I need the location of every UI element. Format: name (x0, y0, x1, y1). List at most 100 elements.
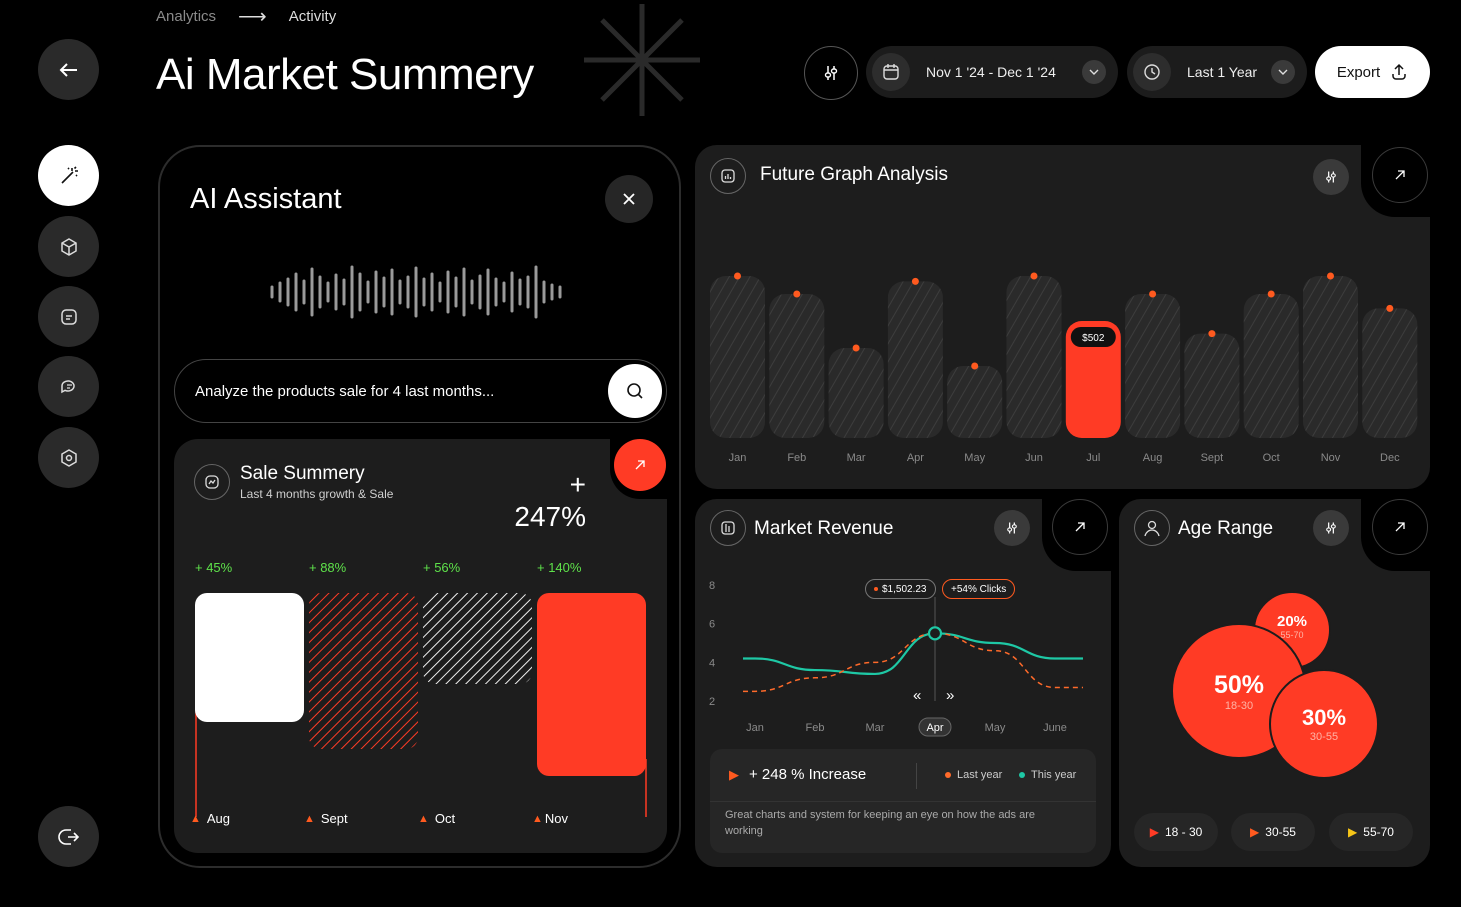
breadcrumb-parent[interactable]: Analytics (156, 8, 217, 25)
future-bar-label: Jun (1025, 452, 1043, 464)
legend-last-year: Last year (945, 769, 1002, 781)
arrow-up-right-icon (1395, 522, 1405, 532)
layout-icon (721, 521, 735, 535)
revenue-summary: ▶ + 248 % Increase Last year This year G… (710, 749, 1096, 853)
future-bar (769, 294, 825, 438)
increase-text: + 248 % Increase (749, 766, 867, 783)
export-label: Export (1336, 63, 1381, 81)
arrow-up-right-icon (635, 460, 645, 470)
tooltip-value: $1,502.23 (865, 579, 936, 599)
future-bar-dot (1030, 272, 1038, 280)
logout-button[interactable] (38, 806, 99, 867)
future-bar-dot (971, 362, 979, 370)
age-filter-30-55[interactable]: ▶ 30-55 (1231, 813, 1315, 851)
revenue-badge (710, 510, 746, 546)
age-range-card: Age Range 20% 55-70 50% 18-30 30% 30-55 … (1119, 499, 1430, 867)
chat-icon (60, 379, 75, 393)
future-bar (887, 281, 943, 438)
page-title: Ai Market Summery (156, 50, 534, 99)
future-bar-label: Sept (1201, 452, 1224, 464)
age-range-filter-button[interactable] (1313, 510, 1349, 546)
revenue-y-tick: 8 (709, 580, 715, 592)
sale-bar-sept (309, 593, 418, 749)
asterisk-decoration-icon (584, 4, 700, 116)
future-bar-label: Apr (907, 452, 924, 464)
market-revenue-title: Market Revenue (754, 518, 894, 539)
cube-icon (60, 237, 77, 256)
prompt-input[interactable] (195, 382, 608, 400)
document-icon (60, 308, 77, 325)
user-badge (1134, 510, 1170, 546)
age-filter-18-30[interactable]: ▶ 18 - 30 (1134, 813, 1218, 851)
back-button[interactable] (38, 39, 99, 100)
future-bar-label: Nov (1321, 452, 1341, 464)
market-revenue-open-button[interactable] (1052, 499, 1108, 555)
future-bar (1006, 276, 1062, 438)
sliders-icon (824, 66, 838, 80)
play-icon: ▶ (729, 767, 739, 782)
sidebar-item-ai[interactable] (38, 145, 99, 206)
arrow-up-right-icon (1075, 522, 1085, 532)
export-button[interactable]: Export (1315, 46, 1430, 98)
future-bar-dot (911, 277, 919, 285)
legend-dot-teal (1019, 772, 1025, 778)
sidebar-item-settings[interactable] (38, 427, 99, 488)
chevron-double-right-icon[interactable]: » (946, 687, 955, 704)
sale-label-nov: ▲ Nov (532, 811, 569, 826)
play-icon: ▶ (1348, 825, 1358, 839)
future-graph-card: Future Graph Analysis Jan Feb Mar Apr May Jun… (695, 145, 1430, 489)
breadcrumb-current: Activity (288, 8, 337, 25)
future-bar (1303, 276, 1358, 438)
market-revenue-filter-button[interactable] (994, 510, 1030, 546)
sidebar-item-products[interactable] (38, 216, 99, 277)
revenue-y-tick: 6 (709, 619, 715, 631)
sidebar-item-documents[interactable] (38, 286, 99, 347)
sale-total: + 247% (514, 469, 586, 532)
search-button[interactable] (608, 364, 662, 418)
age-range-open-button[interactable] (1372, 499, 1428, 555)
future-graph-open-button[interactable] (1372, 147, 1428, 203)
future-bar-dot (1267, 290, 1275, 298)
triangle-up-icon: ▲ (418, 812, 429, 825)
date-range-picker[interactable]: Nov 1 '24 - Dec 1 '24 (866, 46, 1118, 98)
magic-wand-icon (60, 165, 78, 184)
age-filter-55-70[interactable]: ▶ 55-70 (1329, 813, 1413, 851)
sliders-icon (1326, 522, 1336, 534)
revenue-y-tick: 2 (709, 696, 715, 708)
future-highlight-badge (1070, 327, 1116, 347)
filter-button[interactable] (804, 46, 858, 100)
future-graph-title: Future Graph Analysis (760, 164, 948, 185)
sale-summary-subtitle: Last 4 months growth & Sale (240, 487, 394, 501)
close-icon (623, 193, 635, 205)
chevron-double-left-icon[interactable]: « (913, 687, 922, 704)
sale-summary-card: Sale Summery Last 4 months growth & Sale… (174, 439, 667, 853)
date-range-value: Nov 1 '24 - Dec 1 '24 (926, 64, 1056, 80)
upload-icon (1392, 63, 1406, 80)
sliders-icon (1007, 522, 1017, 534)
future-bar-label: Jul (1086, 452, 1100, 464)
breadcrumb: Analytics ⟶ Activity (156, 4, 336, 29)
legend-this-year: This year (1019, 769, 1076, 781)
tooltip-clicks: +54% Clicks (942, 579, 1016, 599)
sale-summary-expand-circle (194, 464, 230, 500)
sale-bar-oct (423, 593, 532, 684)
age-range-title: Age Range (1178, 518, 1274, 539)
sidebar-item-messages[interactable] (38, 356, 99, 417)
bar-chart-badge (710, 158, 746, 194)
chevron-down-icon (1082, 60, 1106, 84)
future-graph-chart: Jan Feb Mar Apr May Jun Jul $502 Aug Sept Oct Nov De… (710, 272, 1418, 464)
future-bar-label: Feb (787, 452, 806, 464)
period-select[interactable]: Last 1 Year (1127, 46, 1307, 98)
voice-waveform (270, 265, 562, 319)
revenue-x-tick: May (985, 722, 1006, 734)
future-bar (710, 276, 765, 438)
revenue-x-tick: June (1043, 722, 1067, 734)
hexagon-settings-icon (60, 448, 77, 467)
sale-label-oct: ▲ Oct (418, 811, 456, 826)
sale-bar-aug (195, 593, 304, 722)
revenue-series-line (743, 632, 1083, 693)
sale-summary-open-button[interactable] (614, 439, 666, 491)
future-graph-filter-button[interactable] (1313, 159, 1349, 195)
bar-chart-icon (721, 169, 735, 183)
close-button[interactable] (605, 175, 653, 223)
